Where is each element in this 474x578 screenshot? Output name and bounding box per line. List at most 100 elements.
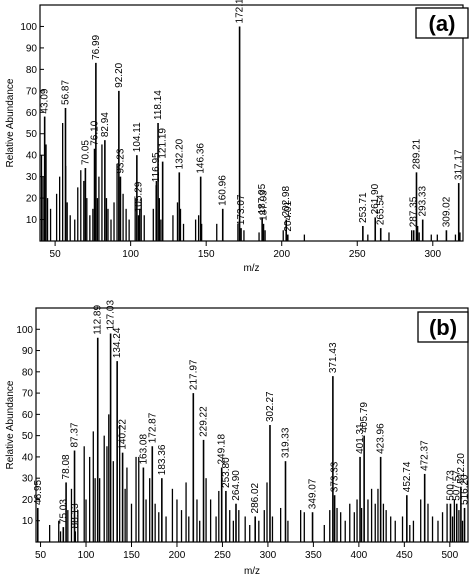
peak-label: 253.71 <box>358 192 369 223</box>
y-tick-label: 90 <box>26 43 38 54</box>
peak-label: 75.03 <box>58 499 69 524</box>
x-tick-label: 150 <box>198 249 215 260</box>
spectrum-panel-b: 10 20 30 40 50 60 70 80 90 100 50 100 150 200 250 300 35… <box>5 300 471 577</box>
peak-label: 500.73 <box>445 470 456 501</box>
peak-label: 349.07 <box>308 478 319 509</box>
peak-label: 507.57 <box>452 470 463 501</box>
panel-label-box <box>415 7 469 39</box>
y-tick-label: 80 <box>22 367 34 378</box>
x-tick-label: 100 <box>78 550 95 561</box>
peak-label: 92.20 <box>114 62 125 87</box>
x-tick-label: 200 <box>273 249 290 260</box>
peak-label: 371.43 <box>328 342 339 373</box>
x-tick-label: 500 <box>441 550 458 561</box>
peak-label: 172.87 <box>147 412 158 443</box>
y-tick-label: 20 <box>26 194 38 205</box>
peak-label: 146.36 <box>196 143 207 174</box>
y-tick-label: 100 <box>20 22 37 33</box>
peak-label: 287.35 <box>409 196 420 227</box>
peak-label: 187.93 <box>258 190 269 221</box>
peak-label: 183.36 <box>157 444 168 475</box>
peak-label: 82.94 <box>100 112 111 137</box>
x-axis-title: m/z <box>243 263 259 274</box>
y-tick-label: 10 <box>22 516 34 527</box>
peak-label: 405.79 <box>359 402 370 433</box>
x-tick-label: 300 <box>260 550 277 561</box>
peak-label: 93.23 <box>115 148 126 173</box>
peak-label: 309.02 <box>441 196 452 227</box>
peak-label: 512.20 <box>456 453 467 484</box>
panel-label: (b) <box>429 315 457 340</box>
peak-label: 76.10 <box>90 120 101 145</box>
peak-label: 373.33 <box>330 461 341 492</box>
peak-label: 217.97 <box>188 359 199 390</box>
peak-label: 293.33 <box>418 186 429 217</box>
peak-label: 121.19 <box>158 128 169 159</box>
peak-label: 78.08 <box>61 454 72 479</box>
peak-label: 134.24 <box>112 327 123 358</box>
peak-label: 401.31 <box>355 423 366 454</box>
y-tick-label: 50 <box>22 431 34 442</box>
y-tick-label: 100 <box>16 325 33 336</box>
y-axis-title: Relative Abundance <box>5 380 16 469</box>
y-tick-label: 10 <box>26 215 38 226</box>
y-tick-label: 80 <box>26 65 38 76</box>
x-tick-label: 300 <box>424 249 441 260</box>
peak-label: 104.11 <box>132 122 143 152</box>
peak-label: 452.74 <box>402 461 413 492</box>
peak-label: 160.96 <box>218 175 229 206</box>
peak-label: 249.18 <box>217 434 228 465</box>
plot-frame <box>39 4 464 242</box>
y-tick-label: 30 <box>26 172 38 183</box>
peak-label: 132.20 <box>174 138 185 169</box>
peak-label: 289.21 <box>411 138 422 169</box>
peak-label: 173.07 <box>236 194 247 225</box>
x-tick-label: 450 <box>396 550 413 561</box>
peak-label: 56.87 <box>60 80 71 105</box>
y-tick-label: 70 <box>22 389 34 400</box>
x-tick-label: 50 <box>35 550 47 561</box>
peak-label: 302.27 <box>265 391 276 422</box>
plot-frame <box>35 307 469 543</box>
peak-label: 127.03 <box>106 300 117 331</box>
peak-label: 265.54 <box>376 194 387 225</box>
y-tick-label: 60 <box>26 108 38 119</box>
peak-label: 76.99 <box>91 34 102 59</box>
y-tick-label: 30 <box>22 474 34 485</box>
peak-label: 264.90 <box>231 470 242 501</box>
x-tick-label: 50 <box>50 249 62 260</box>
peak-label: 516.20 <box>460 474 471 505</box>
y-tick-label: 20 <box>22 495 34 506</box>
peak-label: 286.02 <box>250 482 261 513</box>
peak-label: 116.95 <box>151 152 162 182</box>
peak-label: 229.22 <box>199 406 210 437</box>
x-tick-label: 150 <box>123 550 140 561</box>
peak-label: 319.33 <box>280 427 291 458</box>
x-tick-label: 250 <box>214 550 231 561</box>
y-tick-label: 60 <box>22 410 34 421</box>
peak-label: 472.37 <box>420 440 431 471</box>
y-tick-label: 50 <box>26 129 38 140</box>
peak-label: 87.37 <box>70 422 81 447</box>
y-tick-label: 40 <box>22 452 34 463</box>
peak-label: 112.89 <box>93 304 104 334</box>
peak-label: 70.05 <box>80 140 91 165</box>
peak-label: 46.95 <box>33 480 44 505</box>
peak-label: 118.14 <box>153 90 164 120</box>
x-tick-label: 350 <box>305 550 322 561</box>
peak-label: 261.90 <box>370 183 381 214</box>
peak-label: 105.29 <box>134 181 145 212</box>
spectrum-panel-a: 10 20 30 40 50 60 70 80 90 100 50 100 150 200 250 300 43… <box>5 0 469 274</box>
peak-label: 253.80 <box>221 457 232 488</box>
x-tick-label: 200 <box>169 550 186 561</box>
peak-label: 140.22 <box>118 419 129 450</box>
y-tick-label: 70 <box>26 86 38 97</box>
peak-label: 88.13 <box>70 503 81 528</box>
y-tick-label: 90 <box>22 346 34 357</box>
x-tick-label: 250 <box>349 249 366 260</box>
x-axis-title: m/z <box>244 566 260 577</box>
peak-label: 187.05 <box>257 183 268 214</box>
peak-label: 43.09 <box>40 88 51 113</box>
